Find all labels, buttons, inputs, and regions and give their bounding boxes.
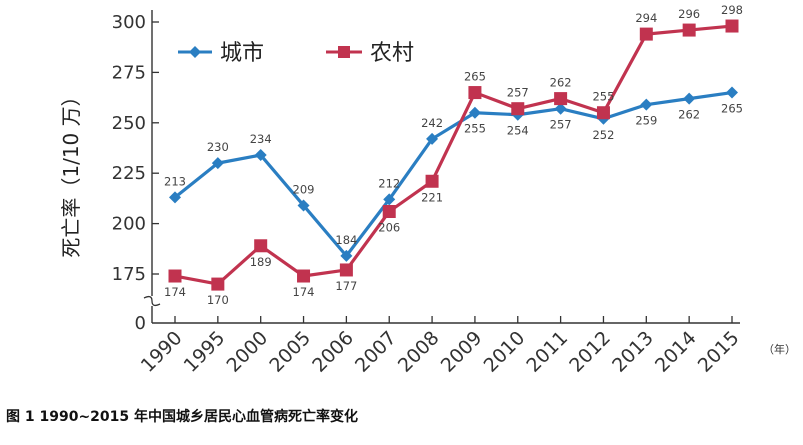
data-label-rural: 174 [293, 285, 315, 299]
legend-label-0: 城市 [220, 41, 264, 66]
x-tick-label: 2008 [394, 327, 444, 377]
y-tick-label: 250 [112, 113, 146, 134]
data-label-rural: 255 [592, 90, 614, 104]
point-urban [426, 132, 439, 145]
x-tick-label: 2009 [437, 327, 487, 377]
data-label-urban: 212 [378, 176, 400, 190]
y-axis-label: 死亡率（1/10 万） [59, 86, 83, 257]
axes [143, 10, 740, 324]
y-tick-label: 175 [112, 264, 146, 285]
x-tick-label: 1990 [137, 327, 187, 377]
data-label-rural: 296 [678, 7, 700, 21]
point-rural [297, 269, 311, 283]
data-label-urban: 259 [635, 114, 657, 128]
y-tick-label: 225 [112, 163, 146, 184]
point-rural [425, 174, 439, 188]
data-label-urban: 213 [164, 174, 186, 188]
point-rural [168, 269, 182, 283]
point-urban [254, 149, 267, 162]
legend-marker-diamond [189, 46, 201, 58]
legend-label-1: 农村 [370, 41, 414, 66]
x-tick-label: 2012 [565, 327, 615, 377]
data-label-urban: 230 [207, 140, 229, 154]
point-rural [511, 102, 525, 116]
point-urban [297, 199, 310, 212]
point-urban [683, 92, 696, 105]
x-tick-label: 2010 [480, 327, 530, 377]
data-label-urban: 257 [550, 118, 572, 132]
point-rural [596, 106, 610, 120]
series-layer: 213 230 234 209 184 212 242 255 254 257 252 259 262 2… [164, 3, 743, 307]
point-urban [554, 102, 567, 115]
point-rural [254, 239, 268, 253]
data-label-urban: 255 [464, 122, 486, 136]
point-urban [211, 157, 224, 170]
point-rural [468, 86, 482, 100]
point-rural [725, 19, 739, 33]
data-label-rural: 177 [335, 279, 357, 293]
data-label-urban: 184 [335, 233, 357, 247]
data-label-urban: 252 [592, 128, 614, 142]
series-line-0 [174, 90, 733, 258]
x-tick-label: 1995 [180, 327, 230, 377]
data-label-urban: 234 [250, 132, 272, 146]
x-tick-label: 2005 [265, 327, 315, 377]
data-label-urban: 254 [507, 124, 529, 138]
x-tick-label: 2014 [651, 327, 701, 377]
x-tick-label: 2007 [351, 327, 401, 377]
data-label-rural: 174 [164, 285, 186, 299]
data-label-rural: 189 [250, 255, 272, 269]
point-urban [468, 106, 481, 119]
x-tick-label: 2013 [608, 327, 658, 377]
data-label-urban: 265 [721, 102, 743, 116]
y-tick-label: 200 [112, 214, 146, 235]
data-label-rural: 257 [507, 86, 529, 100]
legend-marker-square [338, 46, 350, 58]
data-label-urban: 242 [421, 116, 443, 130]
data-label-rural: 298 [721, 3, 743, 17]
data-label-rural: 262 [550, 76, 572, 90]
x-tick-label: 2000 [222, 327, 272, 377]
point-rural [682, 23, 696, 37]
y-tick-label: 300 [112, 12, 146, 33]
series-line-1 [174, 24, 733, 286]
data-label-rural: 170 [207, 293, 229, 307]
data-label-urban: 209 [293, 182, 315, 196]
point-rural [211, 277, 225, 291]
x-tick-label: 2011 [522, 327, 572, 377]
x-tick-label: 2015 [694, 327, 744, 377]
data-label-rural: 294 [635, 11, 657, 25]
data-label-urban: 262 [678, 108, 700, 122]
point-urban [340, 249, 353, 262]
data-label-rural: 221 [421, 190, 443, 204]
y-ticks: 175 200 225 250 275 300 0 [112, 12, 159, 334]
x-axis-unit: （年） [763, 342, 796, 356]
point-rural [554, 92, 568, 106]
legend: 城市 农村 [178, 41, 414, 66]
y-tick-label-zero: 0 [135, 313, 146, 334]
point-urban [640, 98, 653, 111]
point-urban [383, 193, 396, 206]
point-rural [639, 27, 653, 41]
y-tick-label: 275 [112, 62, 146, 83]
data-label-rural: 206 [378, 221, 400, 235]
x-ticks: 1990199520002005200620072008200920102011… [137, 316, 744, 377]
data-label-rural: 265 [464, 70, 486, 84]
point-urban [726, 86, 738, 99]
x-tick-label: 2006 [308, 327, 358, 377]
y-axis-break [143, 295, 161, 307]
point-rural [339, 263, 353, 277]
point-urban [169, 191, 181, 204]
point-rural [382, 205, 396, 219]
chart: 175 200 225 250 275 300 0 19901995200020052006… [59, 3, 796, 377]
figure-caption: 图 1 1990~2015 年中国城乡居民心血管病死亡率变化 [6, 409, 359, 425]
